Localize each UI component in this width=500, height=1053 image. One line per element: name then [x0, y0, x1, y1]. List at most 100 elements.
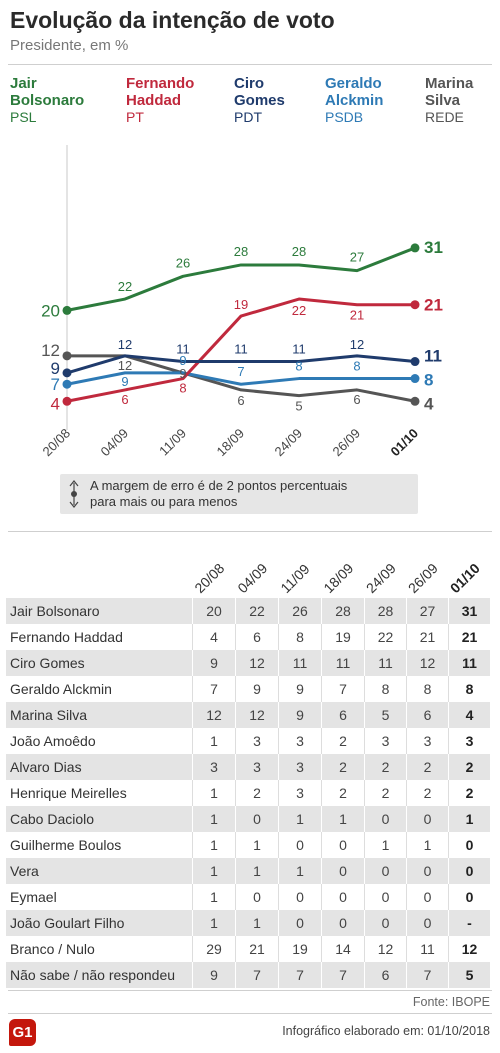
table-cell-value: 29 [192, 936, 235, 962]
legend-item-fernando-haddad: Fernando Haddad PT [126, 75, 194, 126]
note-line: A margem de erro é de 2 pontos percentua… [90, 478, 348, 493]
legend-item-jair-bolsonaro: Jair Bolsonaro PSL [10, 75, 84, 126]
x-tick-label: 26/09 [330, 426, 364, 460]
table-cell-value: 11 [364, 650, 406, 676]
source-credit: Fonte: IBOPE [412, 995, 490, 1009]
legend-candidate-name: Marina Silva [425, 75, 474, 109]
end-value-label: 21 [424, 296, 443, 315]
table-cell-value: 20 [192, 598, 235, 624]
table-cell-value: 1 [192, 728, 235, 754]
table-cell-value: 8 [364, 676, 406, 702]
page-title: Evolução da intenção de voto [10, 7, 335, 33]
table-cell-value: 1 [235, 910, 278, 936]
table-cell-value: 5 [448, 962, 490, 988]
table-cell-value: 3 [278, 780, 321, 806]
data-point [410, 300, 420, 310]
table-cell-candidate: Fernando Haddad [10, 629, 123, 645]
table-cell-value: 0 [406, 884, 448, 910]
table-cell-value: 6 [235, 624, 278, 650]
table-cell-value: 3 [448, 728, 490, 754]
table-cell-candidate: Não sabe / não respondeu [10, 967, 176, 983]
table-cell-candidate: Ciro Gomes [10, 655, 85, 671]
table-cell-value: 6 [406, 702, 448, 728]
table-cell-value: 27 [406, 598, 448, 624]
table-cell-value: 0 [406, 910, 448, 936]
data-label: 11 [234, 342, 248, 357]
table-cell-value: 7 [321, 676, 364, 702]
table-header: 20/08 04/09 11/09 18/09 24/09 26/09 01/10 [191, 560, 483, 597]
legend-party-name: PT [126, 109, 144, 125]
table-cell-value: 12 [448, 936, 490, 962]
table-row: Guilherme Boulos 1 1 0 0 1 1 0 [6, 832, 490, 858]
data-point [62, 305, 72, 315]
table-cell-value: 2 [406, 780, 448, 806]
table-column-header: 11/09 [277, 561, 313, 597]
table-row: Jair Bolsonaro 20 22 26 28 28 27 31 [6, 598, 490, 624]
table-cell-candidate: Geraldo Alckmin [10, 681, 112, 697]
end-value-label: 31 [424, 238, 443, 257]
legend-item-ciro-gomes: Ciro Gomes PDT [234, 75, 285, 126]
data-label: 11 [292, 342, 306, 357]
table-row: Ciro Gomes 9 12 11 11 11 12 11 [6, 650, 490, 676]
data-point [62, 396, 72, 406]
table-cell-value: 5 [364, 702, 406, 728]
results-table: Jair Bolsonaro 20 22 26 28 28 27 31 Fernando Had… [6, 598, 490, 988]
data-point [410, 396, 420, 406]
table-cell-value: 1 [192, 858, 235, 884]
table-cell-value: 9 [192, 650, 235, 676]
table-cell-value: 3 [235, 754, 278, 780]
table-cell-value: 12 [364, 936, 406, 962]
start-value-label: 7 [51, 375, 60, 394]
table-cell-candidate: Branco / Nulo [10, 941, 95, 957]
table-cell-value: 11 [321, 650, 364, 676]
data-label: 26 [176, 255, 190, 270]
legend-candidate-name: Ciro Gomes [234, 75, 285, 109]
divider [8, 990, 492, 991]
table-cell-value: - [448, 910, 490, 936]
table-cell-candidate: Marina Silva [10, 707, 88, 723]
table-cell-candidate: Vera [10, 863, 39, 879]
data-label: 6 [353, 392, 360, 407]
page-subtitle: Presidente, em % [10, 37, 129, 54]
table-cell-value: 2 [448, 754, 490, 780]
note-line: para mais ou para menos [90, 494, 238, 509]
table-cell-value: 0 [448, 858, 490, 884]
table-row: Eymael 1 0 0 0 0 0 0 [6, 884, 490, 910]
table-cell-value: 2 [364, 754, 406, 780]
data-label: 27 [350, 250, 364, 265]
table-row: Henrique Meirelles 1 2 3 2 2 2 2 [6, 780, 490, 806]
table-cell-candidate: Alvaro Dias [10, 759, 82, 775]
table-cell-value: 1 [192, 910, 235, 936]
table-cell-value: 21 [406, 624, 448, 650]
table-cell-value: 2 [321, 728, 364, 754]
data-label: 21 [350, 308, 364, 323]
table-cell-value: 0 [364, 858, 406, 884]
table-cell-value: 9 [278, 676, 321, 702]
table-cell-value: 0 [406, 858, 448, 884]
legend-party-name: PDT [234, 109, 262, 125]
table-cell-value: 0 [321, 884, 364, 910]
table-row: Marina Silva 12 12 9 6 5 6 4 [6, 702, 490, 728]
table-row: Branco / Nulo 29 21 19 14 12 11 12 [6, 936, 490, 962]
data-label: 9 [179, 366, 186, 381]
chart-area: 20 31 22 26 28 28 27 4 21 6 8 19 22 21 9 11 12 11 11 11 12 7 8… [0, 130, 500, 470]
data-label: 5 [295, 399, 302, 414]
table-cell-value: 6 [364, 962, 406, 988]
table-cell-value: 12 [406, 650, 448, 676]
start-value-label: 4 [51, 394, 60, 413]
x-tick-label: 04/09 [98, 426, 132, 460]
table-cell-value: 2 [406, 754, 448, 780]
table-row: Alvaro Dias 3 3 3 2 2 2 2 [6, 754, 490, 780]
table-cell-value: 0 [406, 806, 448, 832]
table-cell-value: 9 [278, 702, 321, 728]
legend-item-marina-silva: Marina Silva REDE [425, 75, 473, 126]
table-cell-value: 8 [406, 676, 448, 702]
table-cell-value: 12 [192, 702, 235, 728]
table-cell-value: 7 [192, 676, 235, 702]
data-label: 6 [237, 393, 244, 408]
table-cell-value: 0 [364, 884, 406, 910]
data-point [62, 368, 72, 378]
table-cell-value: 0 [448, 832, 490, 858]
legend-party-name: PSL [10, 109, 37, 125]
table-cell-value: 28 [321, 598, 364, 624]
